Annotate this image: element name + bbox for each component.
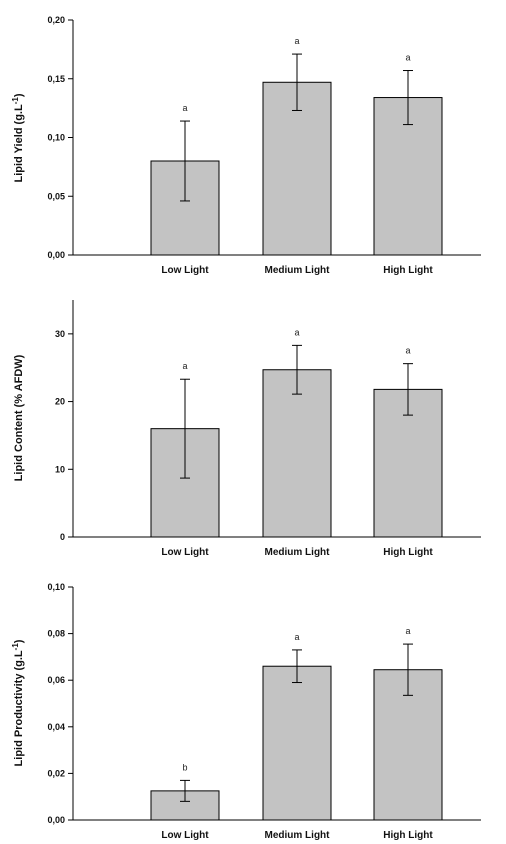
chart-panel-3: 0,00 0,02 0,04 0,06 0,08 0,10 Lipid Productivi… — [11, 582, 481, 841]
significance-letter: a — [182, 361, 187, 371]
significance-letter: a — [405, 53, 410, 63]
x-tick-label: Low Light — [161, 265, 209, 276]
y-tick-label: 10 — [55, 464, 65, 474]
chart-panel-1: 0,00 0,05 0,10 0,15 0,20 Lipid Yield (g.L-1) a… — [11, 15, 481, 276]
significance-letter: a — [405, 626, 410, 636]
y-tick-label: 0,10 — [47, 133, 65, 143]
y-tick-label: 0,04 — [47, 722, 65, 732]
y-tick-label: 0,05 — [47, 191, 65, 201]
x-tick-label: High Light — [383, 830, 433, 841]
y-tick-label: 30 — [55, 329, 65, 339]
significance-letter: a — [294, 36, 299, 46]
y-tick-label: 20 — [55, 397, 65, 407]
bar-medium-light — [262, 665, 332, 821]
y-tick-label: 0,20 — [47, 15, 65, 25]
y-tick-label: 0,10 — [47, 582, 65, 592]
y-tick-label: 0,06 — [47, 675, 65, 685]
y-tick-label: 0,15 — [47, 74, 65, 84]
x-tick-label: Medium Light — [265, 547, 331, 558]
x-tick-label: Medium Light — [265, 830, 331, 841]
bar-medium-light — [262, 81, 332, 256]
x-tick-label: High Light — [383, 547, 433, 558]
y-tick-label: 0,00 — [47, 250, 65, 260]
significance-letter: a — [294, 327, 299, 337]
y-tick-label: 0,02 — [47, 768, 65, 778]
chart-panel-2: 0 10 20 30 Lipid Content (% AFDW) a Low Light a… — [13, 300, 481, 558]
significance-letter: b — [182, 762, 187, 772]
y-axis-label: Lipid Productivity (g.L-1) — [11, 639, 25, 766]
y-tick-label: 0,00 — [47, 815, 65, 825]
x-tick-label: Low Light — [161, 547, 209, 558]
y-tick-label: 0,08 — [47, 629, 65, 639]
significance-letter: a — [294, 632, 299, 642]
x-tick-label: Low Light — [161, 830, 209, 841]
significance-letter: a — [405, 346, 410, 356]
y-tick-label: 0 — [60, 532, 65, 542]
significance-letter: a — [182, 103, 187, 113]
y-axis-label: Lipid Content (% AFDW) — [13, 354, 25, 481]
bar-medium-light — [262, 369, 332, 538]
x-tick-label: Medium Light — [265, 265, 331, 276]
x-tick-label: High Light — [383, 265, 433, 276]
y-axis-label: Lipid Yield (g.L-1) — [11, 93, 25, 182]
